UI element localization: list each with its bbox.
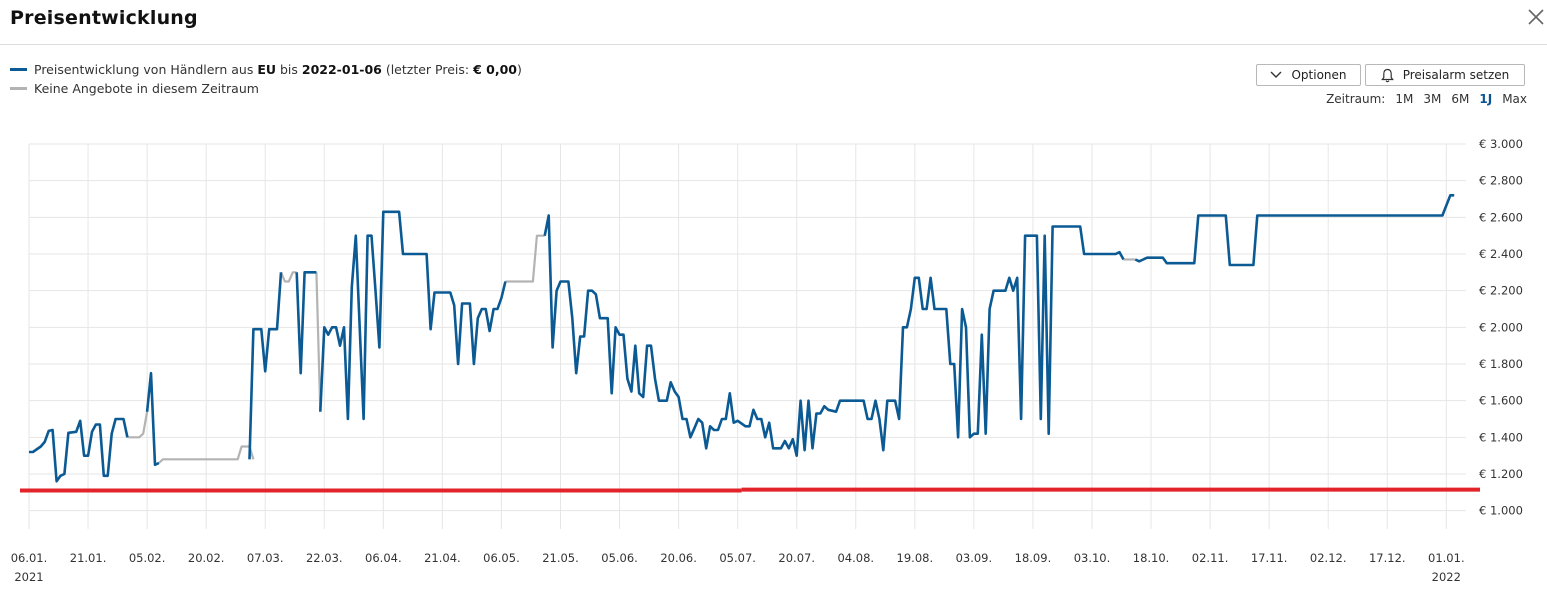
x-tick-label: 21.01. [70, 551, 107, 565]
x-tick-label: 07.03. [247, 551, 284, 565]
series-line-available [145, 371, 160, 467]
series-line-no-offers [127, 411, 149, 439]
y-tick-label: € 1.600 [1479, 394, 1523, 408]
reference-line [20, 487, 1480, 493]
x-year-label: 2021 [14, 570, 43, 584]
x-tick-label: 04.08. [837, 551, 874, 565]
header: Preisentwicklung [0, 0, 1547, 45]
x-tick-label: 21.04. [424, 551, 461, 565]
y-tick-label: € 2.800 [1479, 174, 1523, 188]
range-option-3m[interactable]: 3M [1423, 92, 1442, 106]
x-tick-label: 03.10. [1074, 551, 1111, 565]
range-option-1j[interactable]: 1J [1479, 92, 1493, 106]
legend-swatch-available [10, 68, 27, 71]
range-label: Zeitraum: [1326, 92, 1386, 106]
y-tick-label: € 2.200 [1479, 284, 1523, 298]
y-tick-label: € 1.400 [1479, 430, 1523, 444]
series-line-available [295, 271, 317, 375]
x-tick-label: 02.11. [1192, 551, 1229, 565]
x-tick-label: 20.02. [188, 551, 225, 565]
y-tick-label: € 1.800 [1479, 357, 1523, 371]
legend-item-no-offers: Keine Angebote in diesem Zeitraum [10, 79, 522, 98]
x-tick-label: 06.04. [365, 551, 402, 565]
options-button-label: Optionen [1291, 68, 1347, 82]
x-tick-label: 21.05. [542, 551, 579, 565]
x-tick-label: 03.09. [956, 551, 993, 565]
y-tick-label: € 1.200 [1479, 467, 1523, 481]
x-tick-label: 06.01. [11, 551, 48, 565]
x-year-label: 2022 [1432, 570, 1461, 584]
series-line-no-offers [279, 271, 297, 283]
range-selector: Zeitraum: 1M 3M 6M 1J Max [1326, 92, 1527, 106]
series-line-available [319, 210, 507, 421]
x-tick-label: 19.08. [897, 551, 934, 565]
legend-item-available: Preisentwicklung von Händlern aus EU bis… [10, 60, 522, 79]
chart-lines [29, 194, 1455, 483]
close-icon[interactable] [1525, 6, 1547, 28]
chart-grid [28, 143, 1466, 529]
x-tick-label: 05.02. [129, 551, 166, 565]
chevron-down-icon [1270, 71, 1282, 78]
series-line-available [543, 214, 1125, 457]
range-option-6m[interactable]: 6M [1451, 92, 1470, 106]
x-tick-label: 06.05. [483, 551, 520, 565]
x-tick-label: 22.03. [306, 551, 343, 565]
x-tick-label: 20.06. [660, 551, 697, 565]
page-title: Preisentwicklung [10, 7, 198, 29]
series-line-no-offers [315, 272, 322, 412]
range-option-1m[interactable]: 1M [1395, 92, 1414, 106]
series-line-available [1134, 194, 1455, 267]
price-alarm-button[interactable]: Preisalarm setzen [1365, 64, 1525, 86]
y-tick-label: € 2.600 [1479, 210, 1523, 224]
bell-icon [1380, 68, 1394, 82]
x-tick-label: 17.11. [1251, 551, 1288, 565]
price-alarm-button-label: Preisalarm setzen [1402, 68, 1510, 82]
range-option-max[interactable]: Max [1502, 92, 1527, 106]
y-axis-labels: € 1.000 € 1.200 € 1.400 € 1.600 € 1.800 € 2.0… [1479, 137, 1523, 518]
legend: Preisentwicklung von Händlern aus EU bis… [10, 60, 522, 98]
x-tick-label: 01.01. [1428, 551, 1465, 565]
legend-label-available: Preisentwicklung von Händlern aus EU bis… [34, 62, 522, 77]
x-tick-label: 05.07. [719, 551, 756, 565]
y-tick-label: € 2.400 [1479, 247, 1523, 261]
legend-label-no-offers: Keine Angebote in diesem Zeitraum [34, 81, 259, 96]
price-chart: 06.01. 21.01. 05.02. 20.02. 07.03. 22.03. 06.0… [11, 137, 1523, 584]
x-tick-label: 18.10. [1133, 551, 1170, 565]
y-tick-label: € 1.000 [1479, 504, 1523, 518]
y-tick-label: € 3.000 [1479, 137, 1523, 151]
y-tick-label: € 2.000 [1479, 320, 1523, 334]
x-axis-labels: 06.01. 21.01. 05.02. 20.02. 07.03. 22.03. 06.0… [11, 551, 1465, 584]
series-line-available [248, 272, 283, 460]
legend-swatch-no-offers [10, 87, 27, 90]
x-tick-label: 05.06. [601, 551, 638, 565]
x-tick-label: 18.09. [1015, 551, 1052, 565]
series-line-available [29, 417, 129, 483]
series-line-no-offers [505, 234, 545, 283]
x-tick-label: 17.12. [1369, 551, 1406, 565]
options-button[interactable]: Optionen [1256, 64, 1361, 86]
x-tick-label: 20.07. [778, 551, 815, 565]
x-tick-label: 02.12. [1310, 551, 1347, 565]
